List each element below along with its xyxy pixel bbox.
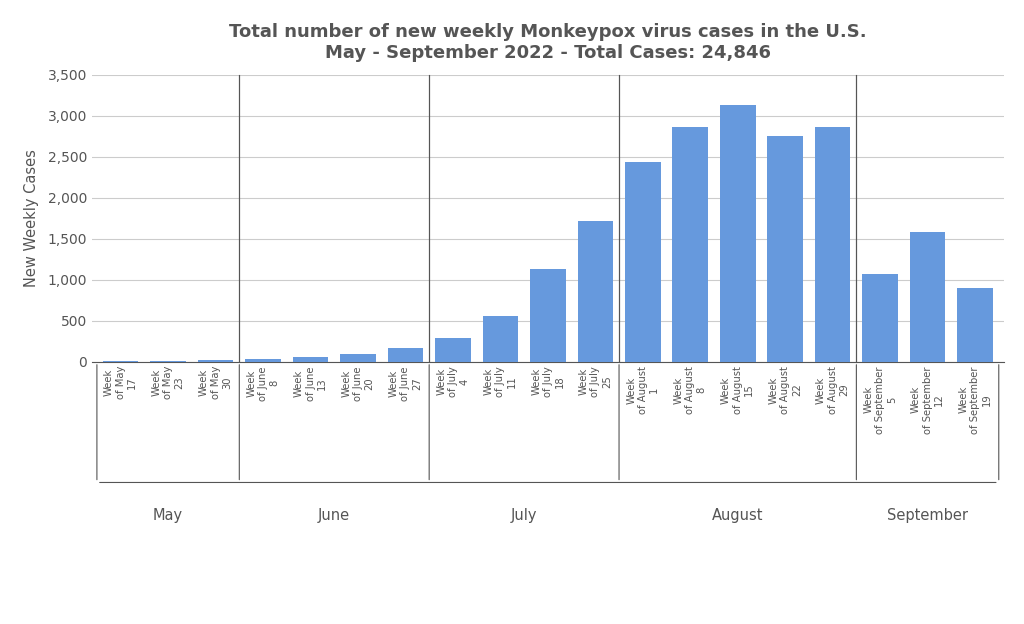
Text: May: May [153,508,183,523]
Bar [530,269,565,362]
Bar [578,221,613,362]
Bar [625,162,660,362]
Text: August: August [712,508,764,523]
Bar [909,232,945,362]
Bar [340,354,376,362]
Y-axis label: New Weekly Cases: New Weekly Cases [25,150,40,287]
Text: September: September [887,508,968,523]
Bar [673,127,708,362]
Bar [198,360,233,362]
Bar [435,338,471,362]
Text: July: July [511,508,538,523]
Bar [767,135,803,362]
Bar [720,105,756,362]
Bar [388,348,423,362]
Bar [482,316,518,362]
Bar [957,288,993,362]
Text: June: June [318,508,350,523]
Title: Total number of new weekly Monkeypox virus cases in the U.S.
May - September 202: Total number of new weekly Monkeypox vir… [229,24,866,62]
Bar [245,359,281,362]
Bar [862,274,898,362]
Bar [815,127,851,362]
Bar [151,361,186,362]
Bar [293,357,329,362]
